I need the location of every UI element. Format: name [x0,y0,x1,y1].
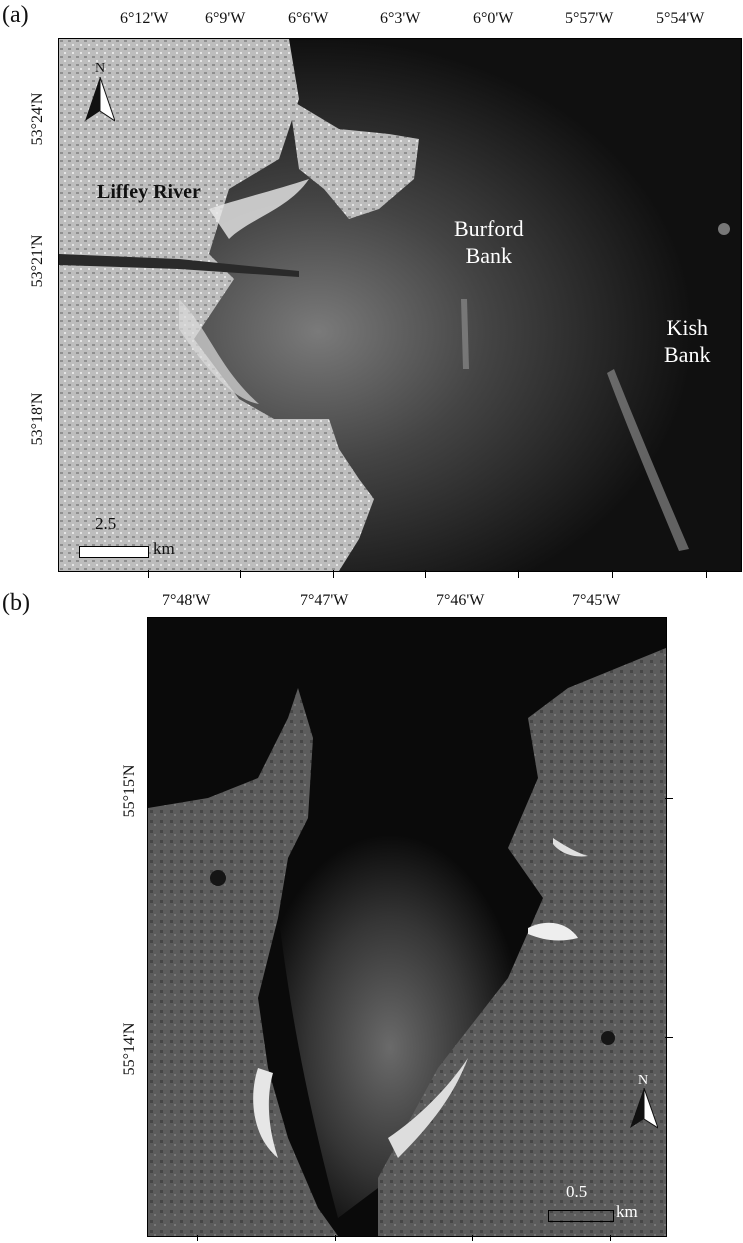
scale-value: 0.5 [566,1182,588,1201]
satellite-map-b: N 0.5 km [147,617,667,1237]
tick [706,570,707,578]
north-arrow-icon [630,1088,658,1129]
scale-bar [79,546,149,558]
scale-bar [548,1210,614,1222]
panel-a-lon-label: 6°9'W [205,10,246,27]
panel-b-lat-label: 55°15'N [121,764,138,818]
land-west [148,688,338,1236]
panel-a-lon-label: 6°3'W [380,10,421,27]
satellite-map-b-image [148,618,666,1236]
land-howth [289,99,419,219]
north-label: N [95,61,106,76]
place-label-kish-line1: Kish [666,315,708,340]
north-label: N [638,1073,649,1088]
tick [425,570,426,578]
land-dublin [59,39,374,571]
panel-a-lon-label: 6°12'W [120,10,169,27]
panel-b-lon-label: 7°47'W [300,592,349,609]
panel-b-lon-label: 7°48'W [162,592,211,609]
place-label-burford-line2: Bank [465,243,513,268]
tick [197,1235,198,1241]
panel-a-lon-label: 6°6'W [288,10,329,27]
panel-a-lon-label: 5°54'W [656,10,705,27]
place-label-kish-bank: Kish Bank [664,314,710,368]
satellite-map-a: Liffey River Burford Bank Kish Bank N 2.… [58,38,742,572]
place-label-kish-line2: Bank [664,342,711,367]
place-label-burford-line1: Burford [454,216,524,241]
tick [333,570,334,578]
panel-a-lon-label: 5°57'W [565,10,614,27]
panel-b-label: (b) [2,590,30,616]
scale-unit: km [153,539,175,558]
panel-b-lon-label: 7°46'W [436,592,485,609]
panel-b-lon-label: 7°45'W [572,592,621,609]
tick [612,570,613,578]
panel-b-lat-label: 55°14'N [121,1022,138,1076]
place-label-liffey-river: Liffey River [97,181,201,203]
scale-value: 2.5 [95,514,117,533]
panel-a-lat-label: 53°21'N [29,234,46,288]
panel-a-lat-label: 53°24'N [29,92,46,146]
tick [665,798,673,799]
panel-a-lat-label: 53°18'N [29,392,46,446]
tick [665,1037,673,1038]
panel-a-lon-label: 6°0'W [473,10,514,27]
tick [610,1235,611,1241]
scale-unit: km [616,1202,638,1221]
north-arrow-icon [85,77,115,122]
liffey-channel [59,254,299,277]
tick [335,1235,336,1241]
tick [518,570,519,578]
tick [472,1235,473,1241]
panel-a-label: (a) [2,2,29,28]
tick [240,570,241,578]
satellite-map-a-image [59,39,741,571]
tick [148,570,149,578]
place-label-burford-bank: Burford Bank [454,215,524,269]
